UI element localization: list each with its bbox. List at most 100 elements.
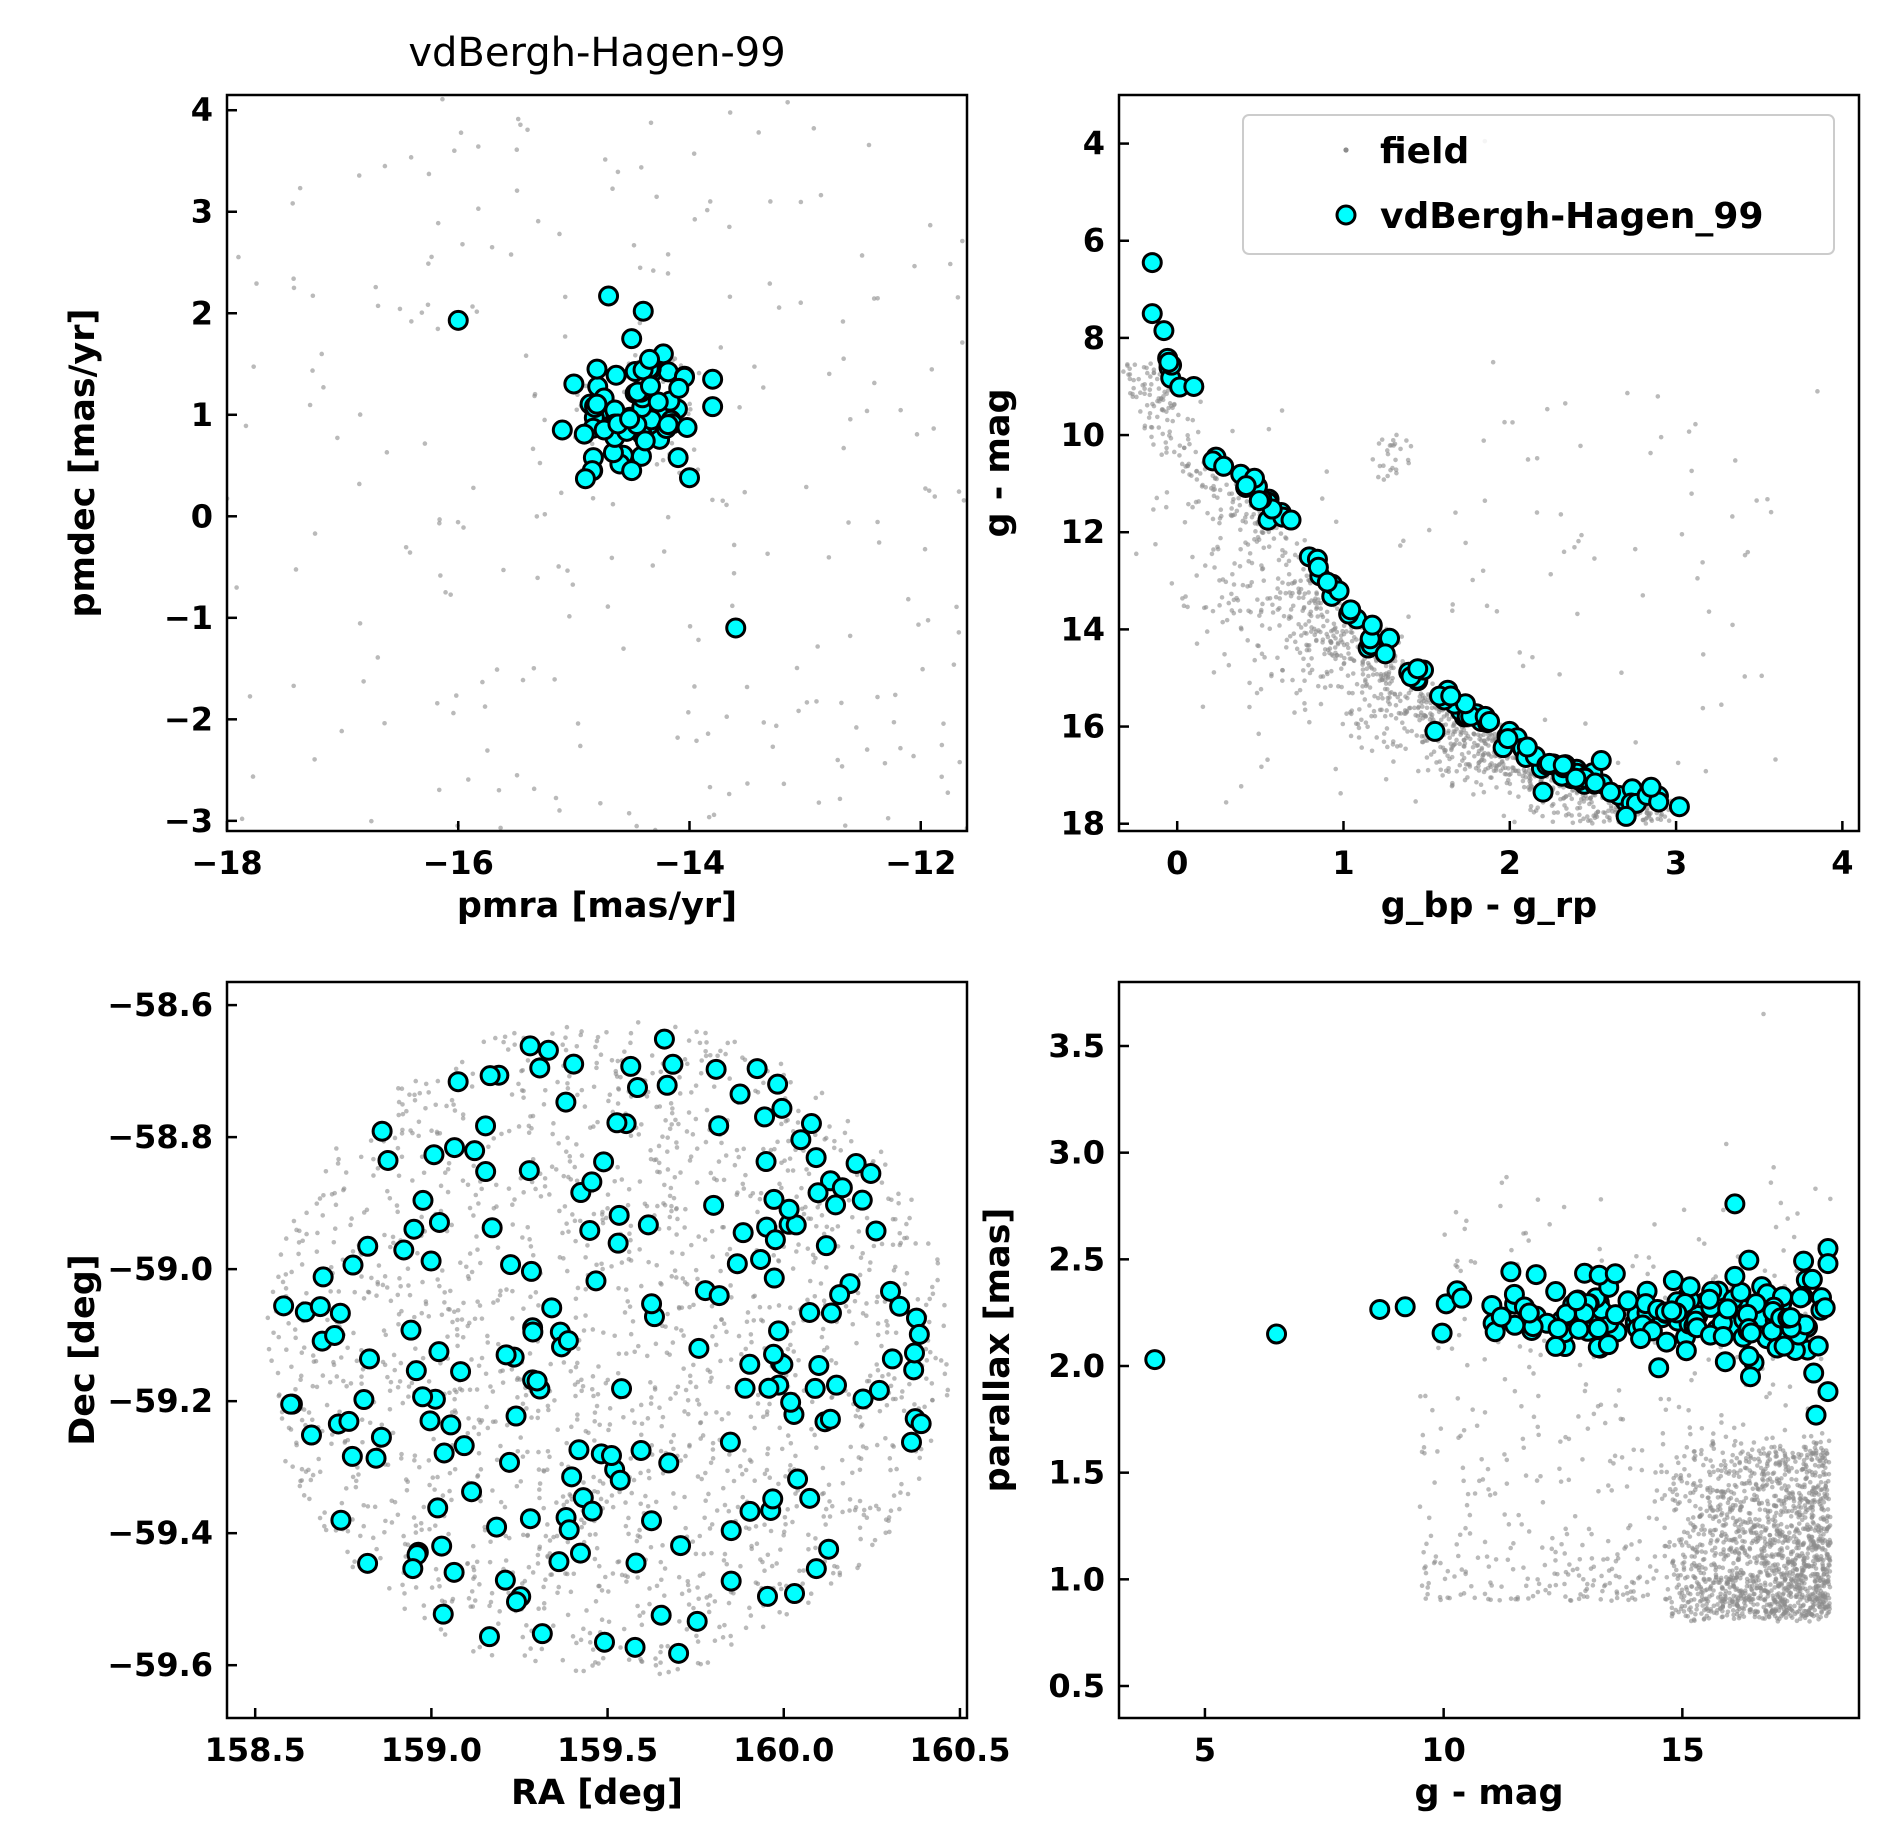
sky-field-point xyxy=(580,1383,586,1389)
sky-field-point xyxy=(610,1571,616,1576)
sky-cluster-point xyxy=(280,1393,302,1415)
sky-field-point xyxy=(583,1287,589,1292)
sky-field-point xyxy=(846,1198,852,1203)
cmd-field-point xyxy=(1551,810,1557,816)
sky-field-point xyxy=(775,1139,780,1145)
sky-field-point xyxy=(897,1230,903,1236)
pm-field-point xyxy=(407,550,413,555)
pm-field-point xyxy=(665,252,671,257)
sky-field-point xyxy=(877,1408,883,1414)
sky-field-point xyxy=(476,1417,482,1423)
sky-field-point xyxy=(476,1363,482,1369)
sky-field-point xyxy=(595,1489,601,1495)
sky-cluster-point xyxy=(900,1431,922,1453)
cmd-field-point xyxy=(1477,736,1482,742)
sky-field-point xyxy=(494,1457,500,1463)
cmd-field-point xyxy=(1446,728,1451,734)
cmd-field-point xyxy=(1463,735,1469,741)
sky-field-point xyxy=(891,1493,897,1498)
cmd-field-point xyxy=(1405,457,1411,463)
sky-field-point xyxy=(673,1117,678,1123)
sky-field-point xyxy=(536,1606,541,1612)
sky-cluster-point xyxy=(860,1162,882,1184)
cmd-field-point xyxy=(1457,762,1463,768)
cmd-field-point xyxy=(1679,531,1685,537)
sky-field-point xyxy=(605,1377,611,1383)
sky-field-point xyxy=(626,1515,631,1521)
cmd-field-point xyxy=(1481,789,1487,795)
sky-field-point xyxy=(703,1139,709,1145)
sky-field-point xyxy=(604,1029,609,1035)
cmd-field-point xyxy=(1280,580,1285,585)
cmd-field-point xyxy=(1430,681,1435,686)
pm-field-point xyxy=(718,345,724,350)
sky-field-point xyxy=(944,1392,950,1398)
sky-cluster-point xyxy=(758,1377,780,1399)
cmd-field-point xyxy=(1151,370,1157,376)
plx-field-point xyxy=(1708,1538,1714,1543)
cmd-field-point xyxy=(1510,768,1516,774)
sky-field-point xyxy=(495,1245,501,1250)
plx-field-point xyxy=(1782,1578,1788,1583)
sky-field-point xyxy=(399,1154,405,1160)
sky-field-point xyxy=(820,1465,826,1471)
pm-field-point xyxy=(854,725,859,730)
pm-field-point xyxy=(382,163,388,169)
cmd-field-point xyxy=(1563,793,1569,799)
cmd-field-point xyxy=(1266,426,1272,432)
pm-field-point xyxy=(841,445,846,451)
cmd-field-point xyxy=(1307,719,1312,725)
cmd-field-point xyxy=(1371,708,1377,714)
sky-field-point xyxy=(484,1404,489,1410)
cmd-field-point xyxy=(1147,392,1153,398)
sky-field-point xyxy=(703,1498,708,1503)
sky-field-point xyxy=(452,1108,458,1113)
sky-field-point xyxy=(607,1422,613,1427)
cmd-field-point xyxy=(1298,625,1304,630)
pm-field-point xyxy=(375,655,381,660)
pm-field-point xyxy=(537,460,543,466)
pm-field-point xyxy=(437,520,442,526)
cmd-field-point xyxy=(1445,753,1450,759)
cmd-field-point xyxy=(1195,429,1201,435)
cmd-field-point xyxy=(1333,656,1338,662)
sky-field-point xyxy=(656,1143,662,1149)
pm-field-point xyxy=(429,254,434,260)
sky-field-point xyxy=(374,1546,379,1552)
plx-field-point xyxy=(1703,1550,1708,1555)
cmd-field-point xyxy=(1127,366,1132,372)
sky-field-point xyxy=(785,1433,791,1438)
cmd-field-point xyxy=(1163,440,1169,445)
cmd-field-point xyxy=(1147,410,1153,416)
cmd-field-point xyxy=(1239,626,1244,632)
plx-field-point xyxy=(1690,1515,1696,1520)
sky-field-point xyxy=(923,1302,929,1308)
sky-cluster-point xyxy=(799,1487,821,1509)
pm-field-point xyxy=(556,564,561,569)
cmd-field-point xyxy=(1238,546,1243,552)
cmd-field-point xyxy=(1210,516,1216,522)
sky-field-point xyxy=(460,1112,466,1117)
sky-field-point xyxy=(891,1268,897,1273)
sky-field-point xyxy=(787,1305,793,1311)
cmd-field-point xyxy=(1288,607,1294,612)
sky-field-point xyxy=(806,1546,811,1552)
plx-field-point xyxy=(1741,1481,1747,1487)
plx-field-point xyxy=(1730,1452,1736,1458)
sky-field-point xyxy=(455,1317,460,1323)
pm-field-point xyxy=(661,549,667,554)
pm-field-point xyxy=(357,412,363,417)
sky-field-point xyxy=(630,1319,636,1324)
pm-field-point xyxy=(785,99,790,105)
cmd-x-axis-label: g_bp - g_rp xyxy=(1381,886,1597,926)
cmd-field-point xyxy=(1300,668,1306,673)
plx-field-point xyxy=(1664,1574,1670,1580)
cmd-field-point xyxy=(1278,531,1284,536)
cmd-field-point xyxy=(1287,590,1292,595)
pm-ytick-label: −2 xyxy=(164,700,213,738)
sky-field-point xyxy=(361,1502,367,1508)
cmd-field-point xyxy=(1325,647,1331,653)
sky-cluster-point xyxy=(762,1488,784,1510)
cmd-field-point xyxy=(1483,767,1488,772)
sky-field-point xyxy=(790,1168,796,1173)
